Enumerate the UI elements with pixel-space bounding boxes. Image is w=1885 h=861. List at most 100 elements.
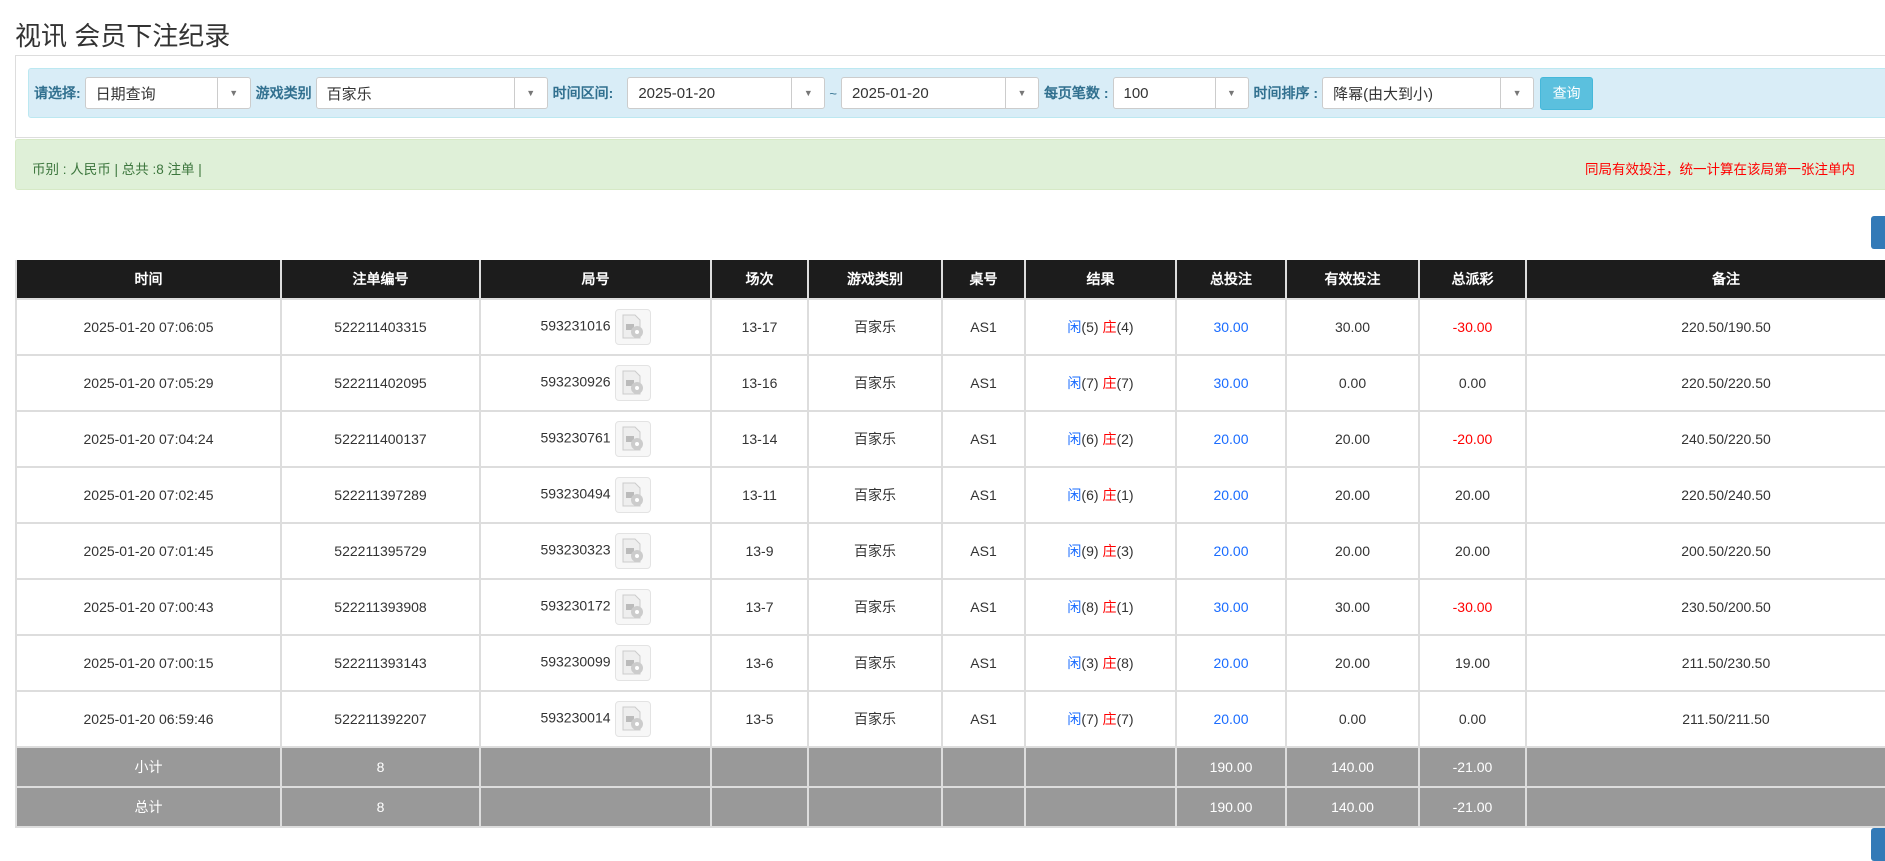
video-replay-icon[interactable]: [614, 421, 651, 457]
table-row: 2025-01-20 07:05:29 522211402095 593230926…: [15, 354, 1885, 412]
player-label: 闲: [1067, 487, 1082, 503]
empty-cell: [1024, 746, 1177, 788]
cell-note: 220.50/190.50: [1525, 298, 1885, 356]
summary-bar: 币别 : 人民币 | 总共 :8 注单 | 同局有效投注，统一计算在该局第一张注…: [15, 139, 1885, 190]
table-row: 2025-01-20 07:06:05 522211403315 593231016…: [15, 298, 1885, 356]
range-separator: ~: [829, 85, 837, 101]
cell-total-bet: 20.00: [1175, 466, 1287, 524]
cell-table: AS1: [941, 634, 1026, 692]
action-button-bottom[interactable]: [1871, 828, 1885, 861]
cell-round: 593230014: [479, 690, 712, 748]
player-score: (7): [1081, 711, 1099, 727]
query-button[interactable]: 查询: [1540, 76, 1594, 110]
banker-score: (7): [1116, 375, 1134, 391]
video-replay-icon[interactable]: [614, 533, 651, 569]
video-replay-icon[interactable]: [614, 309, 651, 345]
cell-time: 2025-01-20 07:01:45: [15, 522, 282, 580]
cell-payout: -30.00: [1418, 578, 1527, 636]
cell-bet-id: 522211393143: [280, 634, 481, 692]
cell-round: 593230761: [479, 410, 712, 468]
cell-shoe: 13-16: [710, 354, 809, 412]
cell-payout: 0.00: [1418, 354, 1527, 412]
per-page-label: 每页笔数 :: [1043, 85, 1109, 101]
cell-shoe: 13-17: [710, 298, 809, 356]
empty-cell: [1024, 786, 1177, 828]
cell-total-bet: 20.00: [1175, 410, 1287, 468]
sort-select[interactable]: 降幂(由大到小) ▼: [1322, 77, 1535, 109]
round-number: 593230014: [540, 709, 611, 726]
player-score: (3): [1081, 655, 1099, 671]
player-label: 闲: [1067, 319, 1082, 335]
date-from-select[interactable]: 2025-01-20 ▼: [627, 77, 826, 109]
game-type-select[interactable]: 百家乐 ▼: [315, 77, 548, 109]
video-replay-icon[interactable]: [614, 645, 651, 681]
cell-table: AS1: [941, 578, 1026, 636]
video-replay-icon[interactable]: [614, 701, 651, 737]
cell-table: AS1: [941, 690, 1026, 748]
cell-round: 593230323: [479, 522, 712, 580]
cell-valid-bet: 0.00: [1285, 354, 1420, 412]
banker-label: 庄: [1102, 599, 1117, 615]
empty-cell: [710, 746, 809, 788]
chevron-down-icon: ▼: [216, 78, 250, 108]
time-range-label: 时间区间:: [552, 85, 614, 101]
date-from-value: 2025-01-20: [638, 84, 716, 102]
round-number: 593231016: [540, 317, 611, 334]
cell-shoe: 13-5: [710, 690, 809, 748]
cell-game: 百家乐: [807, 634, 943, 692]
player-label: 闲: [1067, 375, 1082, 391]
video-replay-icon[interactable]: [614, 477, 651, 513]
cell-payout: 0.00: [1418, 690, 1527, 748]
cell-shoe: 13-9: [710, 522, 809, 580]
cell-note: 211.50/211.50: [1525, 690, 1885, 748]
cell-shoe: 13-11: [710, 466, 809, 524]
cell-table: AS1: [941, 354, 1026, 412]
cell-round: 593230494: [479, 466, 712, 524]
banker-score: (3): [1116, 543, 1134, 559]
table-row: 2025-01-20 07:00:15 522211393143 593230099…: [15, 634, 1885, 692]
cell-time: 2025-01-20 07:04:24: [15, 410, 282, 468]
cell-round: 593230926: [479, 354, 712, 412]
cell-payout: 19.00: [1418, 634, 1527, 692]
cell-valid-bet: 30.00: [1285, 578, 1420, 636]
action-button[interactable]: [1871, 216, 1885, 249]
video-replay-icon[interactable]: [614, 589, 651, 625]
video-replay-icon[interactable]: [614, 365, 651, 401]
sum-valid-bet: 140.00: [1285, 746, 1420, 788]
chevron-down-icon: ▼: [791, 78, 824, 108]
query-type-select[interactable]: 日期查询 ▼: [84, 77, 251, 109]
date-to-value: 2025-01-20: [851, 84, 929, 102]
banker-label: 庄: [1102, 711, 1117, 727]
cell-shoe: 13-6: [710, 634, 809, 692]
empty-cell: [941, 746, 1026, 788]
per-page-select[interactable]: 100 ▼: [1112, 77, 1249, 109]
column-header: 总投注: [1175, 260, 1287, 300]
chevron-down-icon: ▼: [1004, 78, 1038, 108]
cell-time: 2025-01-20 07:00:15: [15, 634, 282, 692]
date-to-select[interactable]: 2025-01-20 ▼: [840, 77, 1039, 109]
empty-cell: [710, 786, 809, 828]
player-score: (7): [1081, 375, 1099, 391]
cell-result: 闲(6) 庄(2): [1024, 410, 1177, 468]
table-row: 2025-01-20 07:01:45 522211395729 593230323…: [15, 522, 1885, 580]
table-row: 2025-01-20 07:04:24 522211400137 593230761…: [15, 410, 1885, 468]
column-header: 结果: [1024, 260, 1177, 300]
cell-valid-bet: 20.00: [1285, 466, 1420, 524]
filter-bar: 请选择: 日期查询 ▼ 游戏类别 百家乐 ▼ 时间区间: 2025-01-20 ▼ ~…: [28, 68, 1885, 118]
cell-result: 闲(5) 庄(4): [1024, 298, 1177, 356]
column-header: 时间: [15, 260, 282, 300]
cell-note: 200.50/220.50: [1525, 522, 1885, 580]
column-header: 总派彩: [1418, 260, 1527, 300]
banker-label: 庄: [1102, 431, 1117, 447]
cell-bet-id: 522211402095: [280, 354, 481, 412]
column-header: 场次: [710, 260, 809, 300]
cell-result: 闲(7) 庄(7): [1024, 690, 1177, 748]
player-label: 闲: [1067, 711, 1082, 727]
column-header: 有效投注: [1285, 260, 1420, 300]
cell-game: 百家乐: [807, 690, 943, 748]
banker-score: (7): [1116, 711, 1134, 727]
banker-label: 庄: [1102, 319, 1117, 335]
per-page-value: 100: [1123, 84, 1149, 102]
empty-cell: [479, 786, 712, 828]
banker-score: (1): [1116, 599, 1134, 615]
